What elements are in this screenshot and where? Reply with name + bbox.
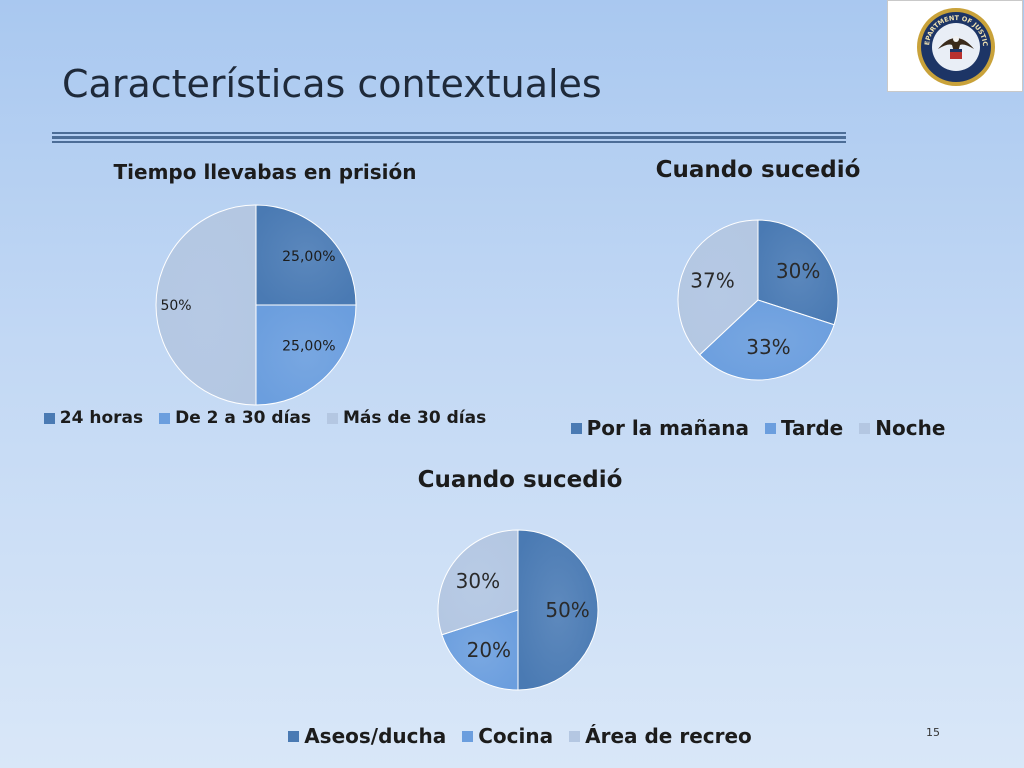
data-label-2: 25,00% (282, 339, 335, 355)
legend-item-2: De 2 a 30 días (159, 408, 311, 428)
pie-slice-3 (155, 204, 257, 406)
legend-item-3: Noche (859, 416, 945, 440)
doj-logo: DEPARTMENT OF JUSTICE (887, 0, 1023, 92)
legend-swatch (859, 422, 871, 434)
chart-title: Cuando sucedió (655, 157, 861, 183)
pie-slice-1 (255, 204, 357, 306)
data-label-2: 20% (467, 638, 511, 662)
pie-slice-2 (255, 304, 357, 406)
legend-swatch (462, 730, 474, 742)
chart-legend: Aseos/ducha Cocina Área de recreo (260, 724, 780, 748)
page-number: 15 (926, 726, 940, 739)
data-label-2: 33% (746, 335, 790, 359)
pie-slice-1 (757, 219, 839, 326)
pie-slice-2 (698, 299, 835, 381)
legend-item-1: Aseos/ducha (288, 724, 446, 748)
pie-chart-cuando-sucedio-lugar: Cuando sucedió 50% 20% 30% Aseos/ducha Coci… (260, 462, 780, 762)
pie-chart-cuando-sucedio-hora: Cuando sucedió 30% 33% 37% Por la mañana Ta… (548, 152, 968, 452)
legend-label: Cocina (478, 724, 554, 748)
legend-label: Área de recreo (585, 724, 752, 748)
legend-item-3: Más de 30 días (326, 408, 487, 428)
chart-legend: Por la mañana Tarde Noche (548, 416, 968, 440)
legend-label: Por la mañana (586, 416, 749, 440)
legend-label: Más de 30 días (342, 408, 487, 428)
legend-label: Noche (875, 416, 946, 440)
legend-swatch (43, 412, 55, 424)
data-label-3: 30% (456, 569, 500, 593)
legend-swatch (570, 422, 582, 434)
pie-plot: 50% 20% 30% (437, 529, 599, 691)
legend-swatch (326, 412, 338, 424)
legend-swatch (288, 730, 300, 742)
legend-swatch (159, 412, 171, 424)
pie-chart-tiempo: Tiempo llevabas en prisión 25,00% 25,00% 5… (30, 152, 500, 442)
legend-item-1: 24 horas (43, 408, 144, 428)
legend-label: Aseos/ducha (304, 724, 447, 748)
pie-slice-1 (517, 529, 599, 691)
chart-title: Cuando sucedió (417, 467, 623, 493)
pie-slice-2 (441, 609, 519, 691)
data-label-1: 25,00% (282, 249, 335, 265)
slide-title: Características contextuales (62, 62, 602, 106)
chart-title: Tiempo llevabas en prisión (113, 160, 417, 184)
legend-item-3: Área de recreo (569, 724, 752, 748)
legend-item-1: Por la mañana (570, 416, 749, 440)
legend-label: De 2 a 30 días (175, 408, 311, 428)
legend-label: Tarde (780, 416, 844, 440)
pie-slice-3 (677, 219, 759, 356)
legend-item-2: Tarde (764, 416, 844, 440)
legend-swatch (569, 730, 581, 742)
legend-label: 24 horas (59, 408, 144, 428)
pie-slice-3 (437, 529, 519, 636)
data-label-3: 37% (690, 268, 734, 292)
data-label-3: 50% (160, 298, 191, 314)
legend-item-2: Cocina (462, 724, 553, 748)
legend-swatch (764, 422, 776, 434)
data-label-1: 50% (545, 598, 589, 622)
chart-legend: 24 horas De 2 a 30 días Más de 30 días (30, 408, 500, 428)
title-divider (52, 132, 846, 144)
data-label-1: 30% (776, 259, 820, 283)
pie-plot: 30% 33% 37% (677, 219, 839, 381)
pie-plot: 25,00% 25,00% 50% (155, 204, 357, 406)
